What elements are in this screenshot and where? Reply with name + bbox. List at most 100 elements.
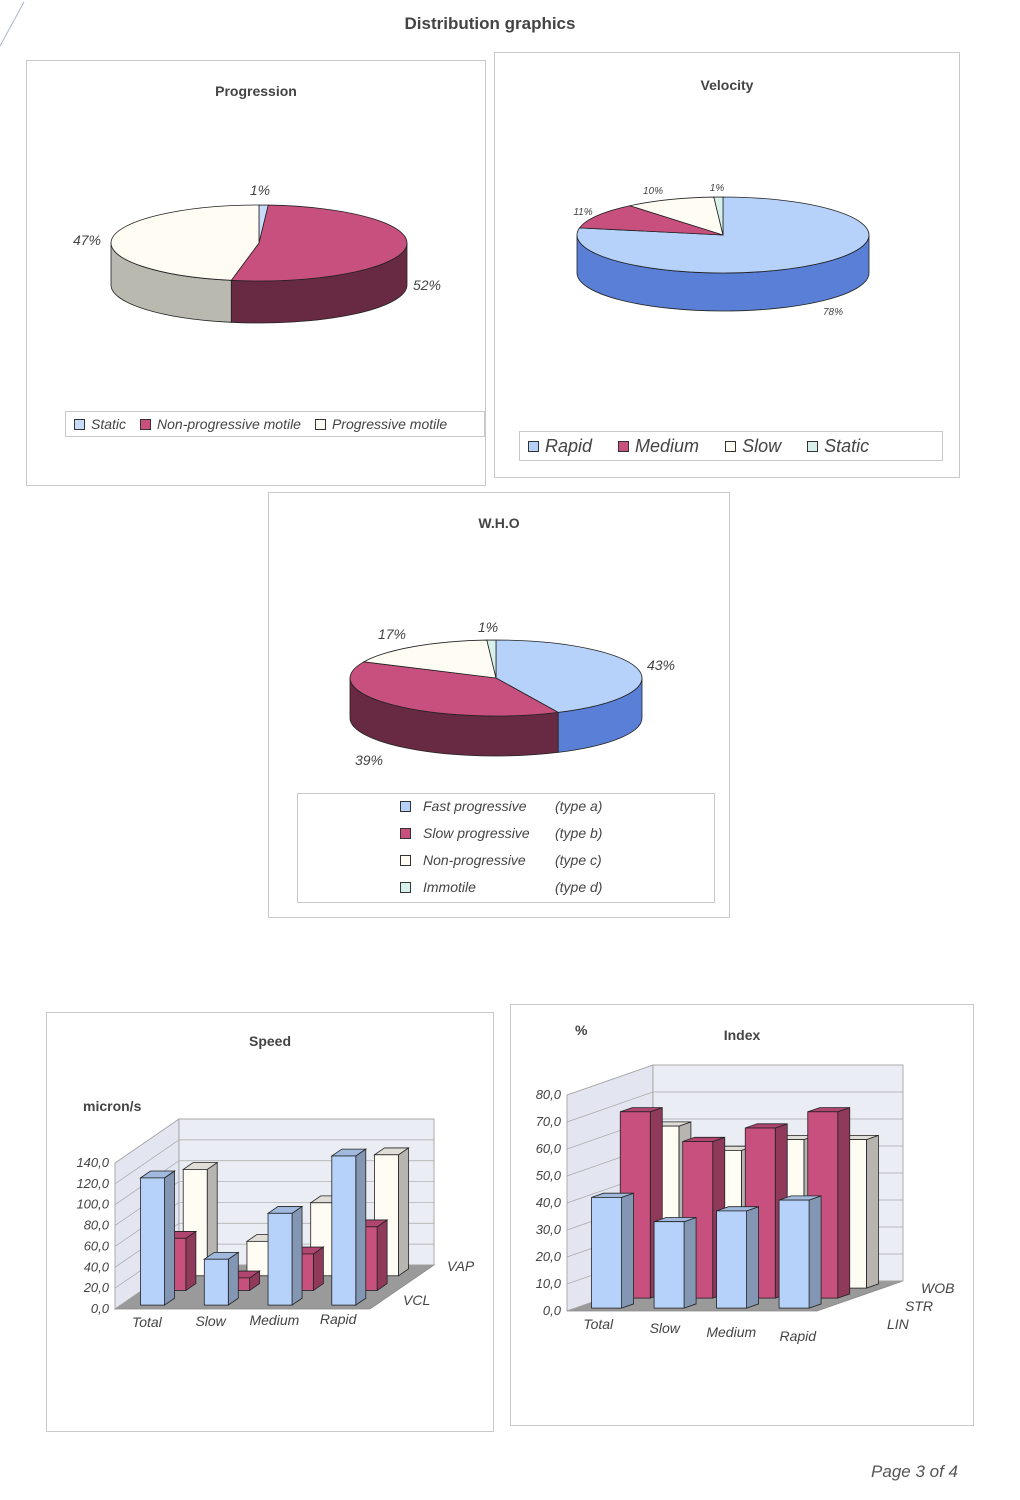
- index-panel: Index 0,0 10,0 20,0 30,0 40,0 50,0 60,0 70,0 80,…: [510, 1004, 974, 1426]
- legend-type-label: (type a): [555, 798, 603, 814]
- speed-y-tick-label: 60,0: [84, 1238, 110, 1253]
- speed-y-tick-label: 80,0: [84, 1218, 110, 1233]
- legend-swatch: [74, 418, 85, 430]
- who-data-label: 39%: [355, 752, 383, 768]
- velocity-data-label: 1%: [710, 183, 725, 194]
- speed-bar: [331, 1155, 357, 1306]
- index-category-label: Rapid: [779, 1328, 817, 1344]
- speed-bar-side: [376, 1219, 388, 1292]
- progression-slice: [110, 204, 260, 281]
- legend-item-non-progressive-motile: Non-progressive motile: [140, 416, 301, 432]
- speed-bar-side: [291, 1205, 303, 1306]
- page-footer: Page 3 of 4: [871, 1462, 958, 1481]
- speed-category-label: Rapid: [320, 1311, 358, 1327]
- legend-type-label: (type d): [555, 879, 603, 895]
- legend-label: Medium: [635, 435, 700, 456]
- speed-bar-side: [185, 1230, 197, 1292]
- speed-y-axis-label: micron/s: [83, 1098, 142, 1114]
- speed-gridline: [114, 1118, 434, 1164]
- speed-bar: [246, 1240, 272, 1277]
- index-y-tick-label: 70,0: [536, 1114, 562, 1129]
- speed-bar-side: [312, 1246, 324, 1292]
- velocity-data-label: 11%: [573, 207, 592, 218]
- index-y-tick-label: 0,0: [543, 1303, 562, 1318]
- chart-title: Progression: [215, 83, 297, 99]
- legend-label: Slow progressive: [423, 825, 530, 841]
- speed-y-tick-label: 20,0: [83, 1280, 110, 1295]
- velocity-panel: Velocity 78% 11% 10% 1% Rapid Medium Slow S…: [494, 52, 960, 478]
- legend-swatch: [314, 418, 326, 430]
- who-slice: [362, 639, 497, 679]
- index-bar-side: [746, 1206, 759, 1309]
- index-y-tick-label: 10,0: [536, 1276, 562, 1291]
- speed-y-tick-label: 120,0: [76, 1176, 109, 1191]
- progression-data-label: 47%: [73, 232, 101, 248]
- speed-category-label: Total: [132, 1314, 163, 1330]
- legend-label: Non-progressive: [423, 852, 526, 868]
- speed-depth-label: VAP: [447, 1258, 475, 1274]
- who-pie-chart: 43% 39% 17% 1%: [349, 619, 675, 768]
- index-y-tick-label: 20,0: [535, 1249, 562, 1264]
- legend-item-rapid: Rapid: [528, 436, 592, 457]
- who-slice: [486, 639, 497, 679]
- progression-data-label: 52%: [413, 277, 441, 293]
- index-bar: [716, 1210, 747, 1309]
- progression-legend: Static Non-progressive motile Progressiv…: [65, 411, 485, 437]
- who-slice: [495, 639, 643, 713]
- legend-label: Progressive motile: [331, 416, 448, 432]
- chart-title: Index: [723, 1027, 761, 1043]
- index-gridline: [566, 1091, 903, 1123]
- scan-mark: [0, 1, 25, 47]
- chart-title: Velocity: [700, 77, 754, 93]
- speed-y-tick-label: 40,0: [84, 1259, 110, 1274]
- index-bar-chart: 0,0 10,0 20,0 30,0 40,0 50,0 60,0 70,0 80,0 Total…: [535, 1022, 955, 1344]
- speed-gridline: [114, 1139, 434, 1185]
- speed-y-tick-label: 0,0: [91, 1301, 110, 1316]
- index-bar-side: [683, 1216, 697, 1309]
- velocity-legend: Rapid Medium Slow Static: [519, 431, 943, 461]
- legend-item-medium: Medium: [618, 436, 699, 457]
- legend-swatch: [528, 440, 539, 452]
- who-data-label: 17%: [378, 626, 406, 642]
- index-y-tick-label: 60,0: [536, 1141, 562, 1156]
- legend-label: Non-progressive motile: [157, 416, 301, 432]
- legend-swatch: [400, 800, 411, 812]
- index-bar: [591, 1196, 622, 1309]
- velocity-data-label: 78%: [823, 307, 843, 318]
- progression-data-label: 1%: [250, 182, 270, 198]
- legend-swatch: [400, 854, 411, 866]
- speed-y-tick-label: 100,0: [76, 1197, 109, 1212]
- legend-swatch: [618, 440, 630, 452]
- who-data-label: 1%: [478, 619, 498, 635]
- velocity-pie-chart: 78% 11% 10% 1%: [573, 183, 870, 318]
- legend-item-non-progressive: Non-progressive (type c): [400, 852, 602, 868]
- speed-bar-side: [355, 1148, 367, 1306]
- index-bar-side: [837, 1107, 851, 1299]
- legend-item-fast-progressive: Fast progressive (type a): [400, 798, 602, 814]
- who-legend: Fast progressive (type a) Slow progressi…: [297, 793, 715, 903]
- speed-depth-label: VCL: [403, 1292, 430, 1308]
- index-y-tick-label: 80,0: [536, 1087, 562, 1102]
- legend-item-slow: Slow: [725, 436, 781, 457]
- index-depth-label: LIN: [887, 1316, 910, 1332]
- speed-bar-side: [164, 1170, 175, 1306]
- chart-title: W.H.O: [478, 515, 520, 531]
- speed-bar-side: [227, 1251, 239, 1306]
- legend-item-immotile: Immotile (type d): [400, 879, 602, 895]
- legend-label: Slow: [742, 435, 782, 456]
- speed-category-label: Medium: [249, 1312, 299, 1328]
- legend-swatch: [140, 418, 152, 430]
- who-slice: [349, 661, 560, 717]
- who-data-label: 43%: [647, 657, 675, 673]
- legend-swatch: [725, 440, 737, 452]
- speed-y-tick-label: 140,0: [76, 1155, 109, 1170]
- speed-bar: [140, 1177, 165, 1306]
- legend-label: Rapid: [545, 435, 593, 456]
- speed-bar-chart: 0,0 20,0 40,0 60,0 80,0 100,0 120,0 140,0 Total S…: [76, 1098, 475, 1330]
- index-category-label: Slow: [650, 1320, 681, 1336]
- chart-title: Speed: [248, 1033, 291, 1049]
- index-bar: [653, 1221, 685, 1309]
- speed-category-label: Slow: [195, 1313, 226, 1329]
- velocity-slice: [578, 205, 724, 236]
- legend-item-slow-progressive: Slow progressive (type b): [400, 825, 602, 841]
